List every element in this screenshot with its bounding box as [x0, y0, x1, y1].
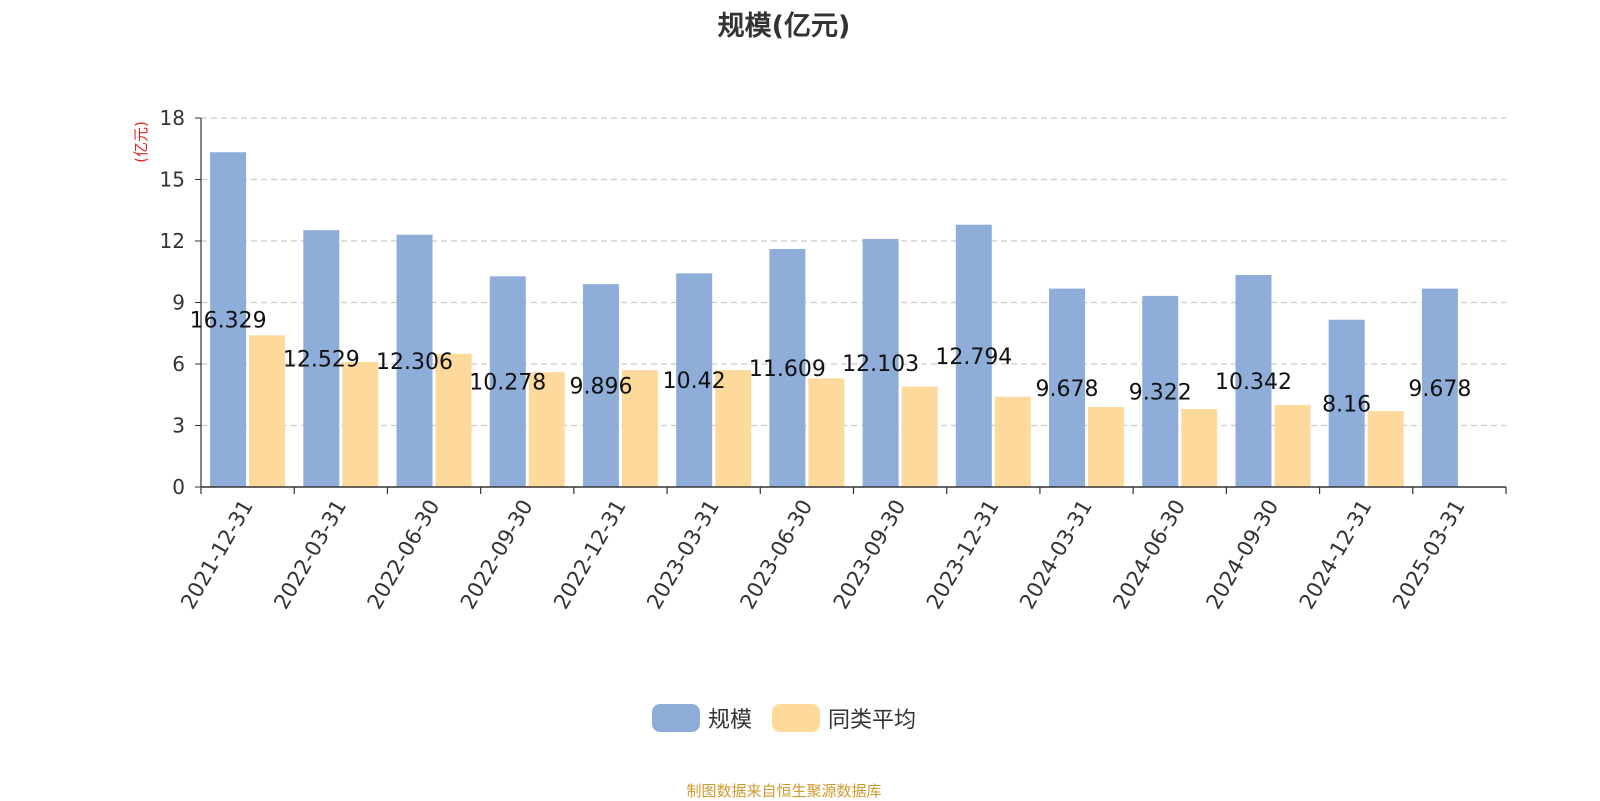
- bar-peer-average: [901, 386, 938, 487]
- bar-scale: [1328, 319, 1365, 487]
- x-tick-label: 2023-12-31: [922, 496, 1004, 614]
- x-tick-label: 2022-06-30: [363, 496, 445, 614]
- legend-label-scale: 规模: [707, 708, 752, 733]
- bar-peer-average: [1181, 409, 1218, 487]
- x-tick-label: 2023-03-31: [642, 496, 724, 614]
- bar-scale: [210, 152, 247, 487]
- y-tick-label: 15: [160, 168, 185, 192]
- x-tick-label: 2025-03-31: [1388, 496, 1470, 614]
- data-labels: 16.329 12.529 12.306 10.278 9.896 10.42 11.609…: [190, 309, 1472, 418]
- bar-scale: [1421, 288, 1458, 487]
- data-label: 12.103: [842, 352, 919, 377]
- x-tick-label: 2023-09-30: [829, 496, 911, 614]
- bar-scale: [862, 238, 899, 487]
- bar-scale: [1049, 288, 1086, 487]
- bar-scale: [396, 234, 433, 487]
- bar-scale: [955, 224, 992, 487]
- y-tick-label: 3: [172, 414, 185, 438]
- legend-swatch-peer-average: [772, 704, 820, 732]
- data-label: 12.794: [935, 345, 1012, 370]
- bar-peer-average: [1274, 405, 1311, 487]
- data-label: 11.609: [749, 357, 826, 382]
- legend-label-peer-average: 同类平均: [828, 708, 917, 733]
- bar-scale: [303, 230, 340, 487]
- legend-swatch-scale: [651, 704, 700, 732]
- bar-peer-average: [1367, 411, 1404, 487]
- x-tick-label: 2022-03-31: [269, 496, 351, 614]
- data-label: 9.678: [1036, 377, 1099, 402]
- bar-chart: 0 3 6 9 12 15 18 2021-12-31 2022-03-31 2022-06-30…: [132, 106, 1507, 614]
- bar-peer-average: [528, 372, 565, 487]
- bar-peer-average: [715, 370, 752, 487]
- x-tick-label: 2024-12-31: [1295, 496, 1377, 614]
- legend-item-scale[interactable]: 规模: [651, 702, 752, 734]
- y-tick-label: 18: [160, 106, 185, 130]
- y-tick-label: 12: [160, 229, 185, 253]
- x-tick-label: 2023-06-30: [735, 496, 817, 614]
- grid-lines: [201, 117, 1506, 427]
- bar-scale: [1235, 274, 1272, 487]
- legend-item-peer-average[interactable]: 同类平均: [772, 702, 916, 734]
- axes: 0 3 6 9 12 15 18 2021-12-31 2022-03-31 2022-06-30…: [160, 106, 1507, 614]
- y-tick-label: 9: [172, 291, 185, 315]
- data-label: 12.529: [283, 348, 360, 373]
- data-label: 10.342: [1215, 370, 1292, 395]
- bar-peer-average: [249, 335, 286, 487]
- y-tick-label: 0: [172, 475, 185, 499]
- bar-scale: [489, 276, 526, 487]
- x-tick-label: 2022-12-31: [549, 496, 631, 614]
- bar-peer-average: [808, 378, 845, 487]
- bar-scale: [676, 273, 713, 487]
- legend: 规模 同类平均: [0, 702, 1568, 734]
- x-tick-label: 2024-09-30: [1201, 496, 1283, 614]
- data-label: 8.16: [1322, 392, 1371, 417]
- bar-scale: [769, 249, 806, 487]
- data-source-footer: 制图数据来自恒生聚源数据库: [686, 782, 882, 800]
- data-label: 9.896: [569, 375, 632, 400]
- x-tick-label: 2024-06-30: [1108, 496, 1190, 614]
- bars: [210, 152, 1458, 487]
- data-label: 12.306: [376, 350, 453, 375]
- y-axis-title: (亿元): [132, 121, 150, 163]
- y-tick-label: 6: [172, 352, 185, 376]
- bar-peer-average: [435, 353, 472, 487]
- bar-peer-average: [342, 361, 379, 487]
- bar-peer-average: [994, 396, 1031, 487]
- data-label: 10.278: [469, 371, 546, 396]
- data-label: 9.678: [1408, 377, 1471, 402]
- x-tick-label: 2022-09-30: [456, 496, 538, 614]
- x-tick-label: 2021-12-31: [176, 496, 258, 614]
- bar-scale: [582, 284, 619, 487]
- chart-title: 规模(亿元): [717, 11, 851, 42]
- bar-peer-average: [621, 370, 658, 487]
- data-label: 16.329: [190, 309, 267, 334]
- data-label: 10.42: [663, 369, 726, 394]
- data-label: 9.322: [1129, 380, 1192, 405]
- x-tick-label: 2024-03-31: [1015, 496, 1097, 614]
- bar-peer-average: [1088, 407, 1125, 487]
- bar-scale: [1142, 295, 1179, 487]
